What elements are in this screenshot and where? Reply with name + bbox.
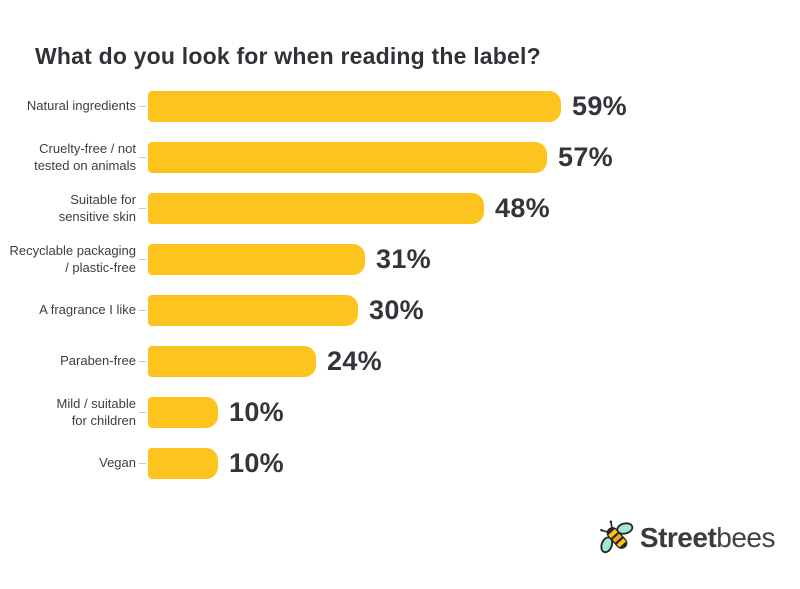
category-label: Paraben-free [60,353,136,369]
category-label: A fragrance I like [39,302,136,318]
page-title: What do you look for when reading the la… [35,43,541,70]
category-label: Suitable for sensitive skin [58,191,136,224]
bee-icon [600,520,634,554]
axis-tick [139,463,146,464]
chart-row: Mild / suitable for children 10% [0,387,800,438]
chart-row: Suitable for sensitive skin 48% [0,183,800,234]
bar-chart: Natural ingredients 59% Cruelty-free / not… [0,81,800,489]
bar [148,295,358,326]
value-label: 30% [369,295,424,325]
value-label: 10% [229,448,284,478]
brand-name: Streetbees [639,522,776,554]
brand-name-light: bees [716,522,775,553]
bar [148,91,561,122]
bar [148,448,218,479]
chart-row: A fragrance I like 30% [0,285,800,336]
category-label: Recyclable packaging / plastic-free [9,242,136,275]
axis-tick [139,412,146,413]
axis-tick [139,310,146,311]
axis-tick [139,106,146,107]
value-label: 57% [558,142,613,172]
axis-tick [139,208,146,209]
value-label: 24% [327,346,382,376]
chart-row: Cruelty-free / not tested on animals 57% [0,132,800,183]
value-label: 10% [229,397,284,427]
category-label: Mild / suitable for children [56,395,136,428]
bar [148,397,218,428]
category-label: Natural ingredients [26,98,136,114]
chart-row: Recyclable packaging / plastic-free 31% [0,234,800,285]
chart-row: Paraben-free 24% [0,336,800,387]
chart-row: Natural ingredients 59% [0,81,800,132]
value-label: 31% [376,244,431,274]
bar [148,244,365,275]
bar [148,193,484,224]
axis-tick [139,157,146,158]
brand-name-bold: Street [639,522,717,553]
axis-tick [139,259,146,260]
bar [148,346,316,377]
streetbees-logo: Streetbees [599,519,775,557]
chart-row: Vegan 10% [0,438,800,489]
axis-tick [139,361,146,362]
value-label: 59% [572,91,627,121]
bar [148,142,547,173]
category-label: Cruelty-free / not tested on animals [34,140,136,173]
value-label: 48% [495,193,550,223]
category-label: Vegan [99,455,136,471]
